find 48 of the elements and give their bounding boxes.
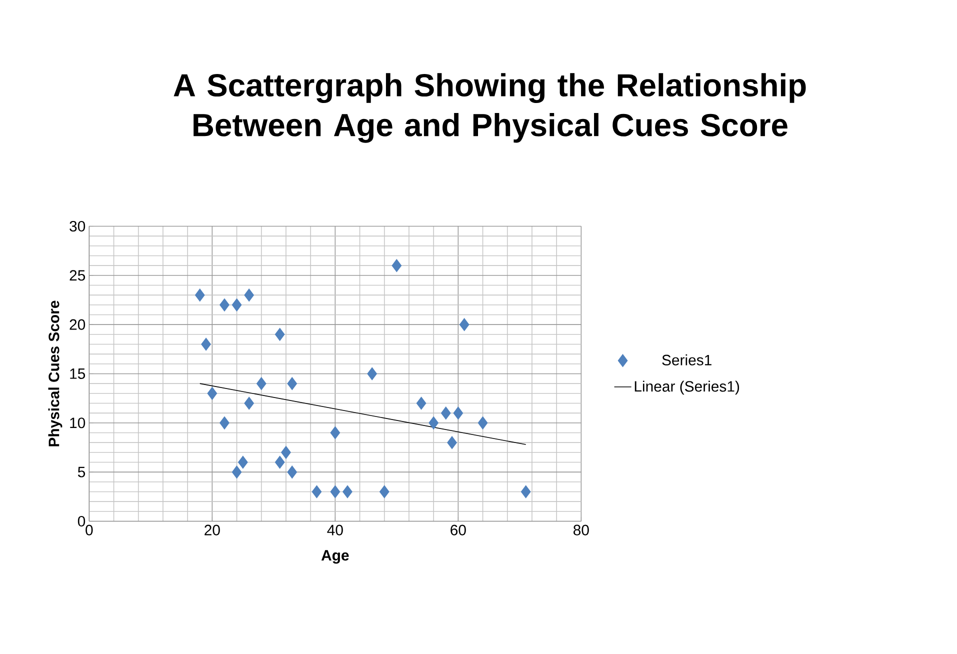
point — [274, 456, 285, 469]
point — [220, 416, 230, 430]
y-axis-title: Physical Cues Score — [48, 300, 62, 446]
y-tick-label: 20 — [70, 319, 86, 330]
point — [232, 298, 242, 312]
point — [342, 485, 352, 498]
point — [287, 466, 298, 478]
x-tick-label: 60 — [450, 524, 466, 536]
point — [367, 367, 377, 380]
point — [194, 288, 205, 302]
point — [244, 396, 254, 410]
y-tick-label: 10 — [70, 418, 86, 428]
point — [440, 406, 451, 420]
point — [330, 426, 340, 440]
legend-label: Linear (Series1) — [634, 380, 740, 395]
point — [238, 456, 248, 469]
point — [520, 485, 531, 498]
point — [330, 485, 340, 498]
point — [312, 485, 322, 498]
point — [478, 416, 488, 430]
point — [256, 377, 266, 390]
point — [459, 318, 470, 331]
y-tick-label: 0 — [78, 516, 86, 527]
y-tick-label: 15 — [70, 368, 86, 379]
point — [201, 338, 211, 351]
x-tick-label: 0 — [86, 524, 93, 536]
y-tick-label: 30 — [70, 220, 86, 232]
point — [281, 446, 291, 459]
point — [287, 377, 298, 390]
x-tick-label: 40 — [327, 524, 343, 536]
point — [207, 387, 218, 400]
x-axis-title: Age — [321, 550, 349, 564]
x-tick-label: 20 — [204, 524, 220, 536]
point — [232, 466, 242, 478]
point — [379, 485, 390, 498]
point — [428, 416, 438, 430]
point — [453, 406, 464, 420]
x-tick-label: 80 — [574, 524, 589, 536]
point — [416, 396, 426, 410]
point — [392, 259, 402, 272]
point — [220, 298, 230, 312]
point — [274, 328, 285, 341]
y-tick-label: 5 — [78, 466, 86, 478]
point — [447, 436, 457, 449]
y-tick-label: 25 — [70, 270, 86, 281]
legend-label: Series1 — [662, 354, 712, 366]
chart-title: A Scattergraph Showing the Relationship Between Age and Physical Cues Score — [174, 73, 806, 143]
point — [244, 288, 254, 302]
